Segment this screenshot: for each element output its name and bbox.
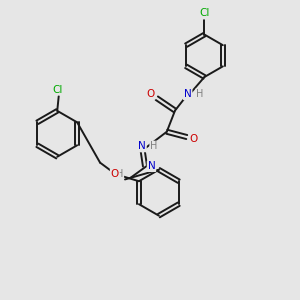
Text: N: N xyxy=(184,89,192,99)
Text: O: O xyxy=(189,134,197,143)
Text: H: H xyxy=(150,142,158,152)
Text: N: N xyxy=(138,142,146,152)
Text: H: H xyxy=(196,89,203,99)
Text: H: H xyxy=(116,169,123,179)
Text: Cl: Cl xyxy=(53,85,63,94)
Text: Cl: Cl xyxy=(199,8,210,18)
Text: N: N xyxy=(148,161,155,171)
Text: O: O xyxy=(147,89,155,99)
Text: O: O xyxy=(111,169,119,178)
